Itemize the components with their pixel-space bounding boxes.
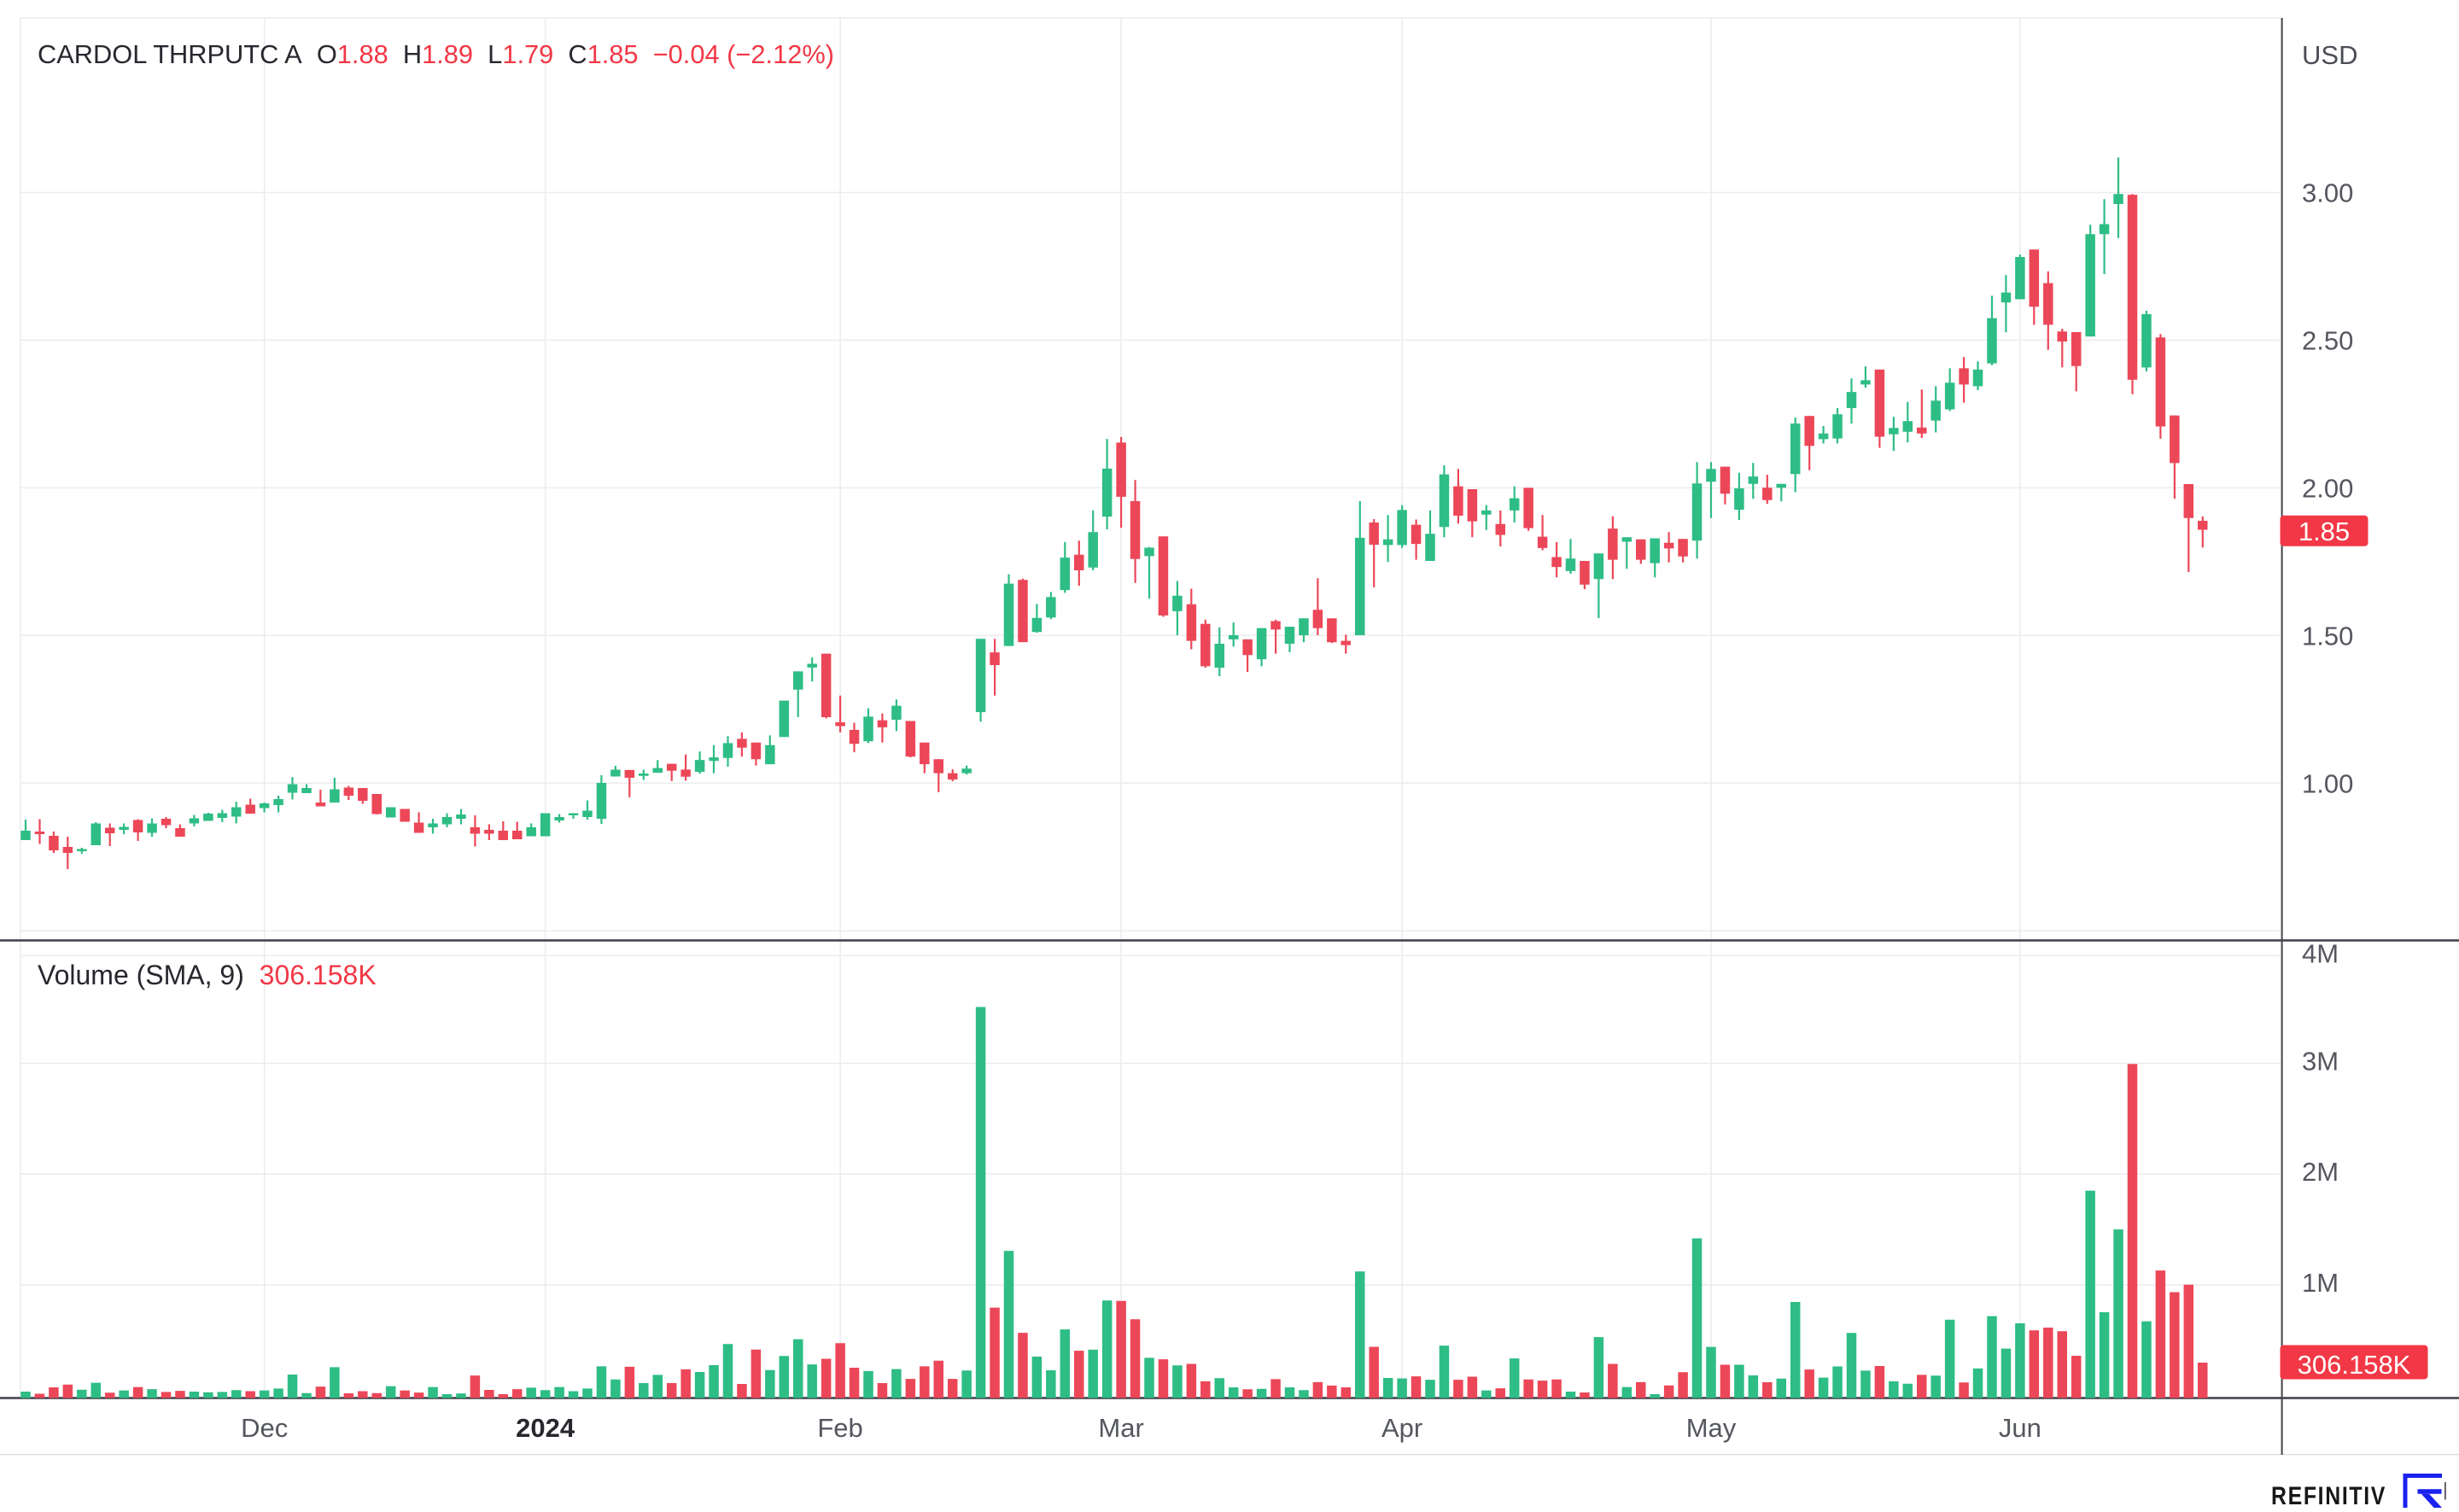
svg-text:3M: 3M [2302, 1047, 2339, 1077]
svg-text:1.85: 1.85 [2298, 517, 2350, 546]
svg-text:1.00: 1.00 [2302, 768, 2353, 798]
svg-text:4M: 4M [2302, 938, 2339, 968]
svg-text:2M: 2M [2302, 1157, 2339, 1187]
svg-text:1.50: 1.50 [2302, 621, 2353, 651]
svg-text:3.00: 3.00 [2302, 178, 2353, 208]
svg-text:REFINITIV: REFINITIV [2271, 1482, 2386, 1508]
svg-text:Feb: Feb [817, 1413, 862, 1443]
svg-text:Volume (SMA, 9) 306.158K: Volume (SMA, 9) 306.158K [38, 960, 377, 990]
svg-text:306.158K: 306.158K [2298, 1350, 2411, 1380]
svg-text:CARDOL THRPUTC A O1.88 H1.89: CARDOL THRPUTC A O1.88 H1.89 L1.79 C1.85… [38, 39, 834, 69]
svg-text:2.50: 2.50 [2302, 325, 2353, 355]
svg-text:USD: USD [2302, 40, 2357, 70]
svg-text:Dec: Dec [241, 1413, 288, 1443]
svg-text:May: May [1686, 1413, 1737, 1443]
svg-text:Mar: Mar [1098, 1413, 1143, 1443]
svg-text:Apr: Apr [1381, 1413, 1422, 1443]
svg-text:Jun: Jun [1999, 1413, 2041, 1443]
svg-text:1M: 1M [2302, 1268, 2339, 1298]
svg-text:2.00: 2.00 [2302, 473, 2353, 503]
svg-text:2024: 2024 [516, 1413, 575, 1443]
